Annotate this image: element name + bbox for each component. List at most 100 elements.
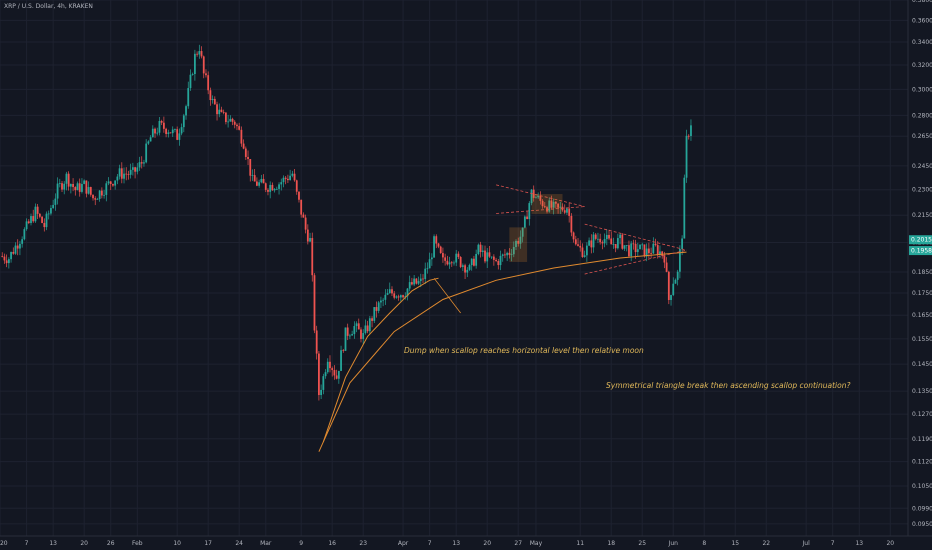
- candle-body: [52, 204, 55, 209]
- candle-body: [601, 242, 604, 244]
- candle-body: [143, 162, 145, 164]
- candle-body: [670, 295, 672, 301]
- candle-body: [41, 216, 43, 223]
- candle-body: [169, 132, 172, 134]
- candle-body: [557, 203, 559, 208]
- candle-body: [224, 112, 227, 122]
- candle-body: [490, 256, 493, 258]
- candle-body: [685, 135, 688, 178]
- candle-body: [665, 262, 668, 272]
- candle-body: [466, 269, 469, 273]
- candle-body: [313, 275, 316, 331]
- candle-body: [61, 183, 63, 190]
- candle-body: [191, 74, 194, 75]
- candle-body: [430, 257, 433, 260]
- candle-body: [349, 335, 351, 337]
- candle-body: [94, 198, 97, 200]
- candle-body: [335, 375, 338, 379]
- candle-body: [380, 300, 382, 303]
- candle-body: [678, 249, 681, 272]
- candle-body: [109, 181, 112, 185]
- candle-body: [81, 183, 83, 192]
- candle-body: [621, 234, 624, 249]
- candle-body: [260, 178, 263, 183]
- candle-body: [417, 281, 420, 284]
- time-tick-label: Jun: [668, 540, 679, 547]
- candle-body: [530, 189, 533, 204]
- candle-body: [393, 293, 396, 298]
- candle-body: [131, 167, 134, 170]
- candle-body: [375, 307, 378, 311]
- candle-body: [605, 234, 608, 240]
- candle-body: [535, 197, 537, 199]
- time-tick-label: 24: [235, 540, 243, 547]
- candle-body: [488, 252, 491, 257]
- time-tick-label: 7: [25, 540, 29, 547]
- candle-body: [448, 262, 451, 265]
- candle-body: [229, 118, 232, 122]
- candle-body: [402, 295, 404, 298]
- candle-body: [284, 177, 287, 179]
- candle-body: [318, 353, 320, 396]
- candle-body: [532, 189, 535, 198]
- candle-body: [371, 318, 373, 321]
- candle-body: [422, 278, 424, 280]
- candle-body: [397, 296, 400, 298]
- shaded-zone: [509, 227, 528, 262]
- candle-body: [632, 243, 635, 245]
- candle-body: [543, 206, 546, 208]
- candle-body: [597, 238, 599, 240]
- time-tick-label: May: [530, 540, 543, 547]
- candle-body: [342, 350, 345, 352]
- candle-body: [413, 278, 416, 285]
- candle-body: [599, 238, 602, 243]
- time-tick-label: 20: [886, 540, 894, 547]
- candle-body: [366, 325, 369, 332]
- candle-body: [156, 132, 159, 134]
- candle-body: [346, 327, 349, 336]
- candle-body: [501, 254, 504, 256]
- candle-body: [652, 243, 655, 254]
- candle-body: [572, 232, 575, 240]
- candle-body: [508, 252, 511, 255]
- candle-body: [541, 200, 544, 207]
- time-tick-label: 13: [49, 540, 57, 547]
- candle-body: [5, 260, 8, 264]
- candle-body: [676, 271, 679, 280]
- candle-body: [581, 247, 584, 257]
- candle-body: [253, 175, 256, 182]
- candle-body: [202, 56, 205, 74]
- candle-body: [205, 73, 207, 76]
- candle-body: [129, 169, 132, 175]
- time-tick-label: 22: [762, 540, 770, 547]
- candle-body: [74, 187, 77, 191]
- candle-body: [171, 129, 174, 134]
- candle-body: [30, 216, 32, 224]
- candle-body: [610, 238, 613, 245]
- candle-body: [322, 376, 325, 390]
- candle-body: [247, 156, 249, 160]
- candle-body: [96, 198, 99, 200]
- candle-body: [127, 174, 130, 176]
- candle-body: [240, 129, 243, 144]
- time-tick-label: 23: [359, 540, 367, 547]
- candle-body: [38, 213, 41, 217]
- candle-body: [112, 184, 114, 186]
- candle-body: [273, 189, 276, 191]
- candle-body: [295, 180, 298, 192]
- candle-body: [244, 148, 247, 157]
- candle-body: [207, 75, 210, 91]
- candle-body: [324, 372, 327, 377]
- candle-body: [634, 243, 637, 253]
- candle-body: [21, 239, 24, 244]
- time-tick-label: 8: [702, 540, 706, 547]
